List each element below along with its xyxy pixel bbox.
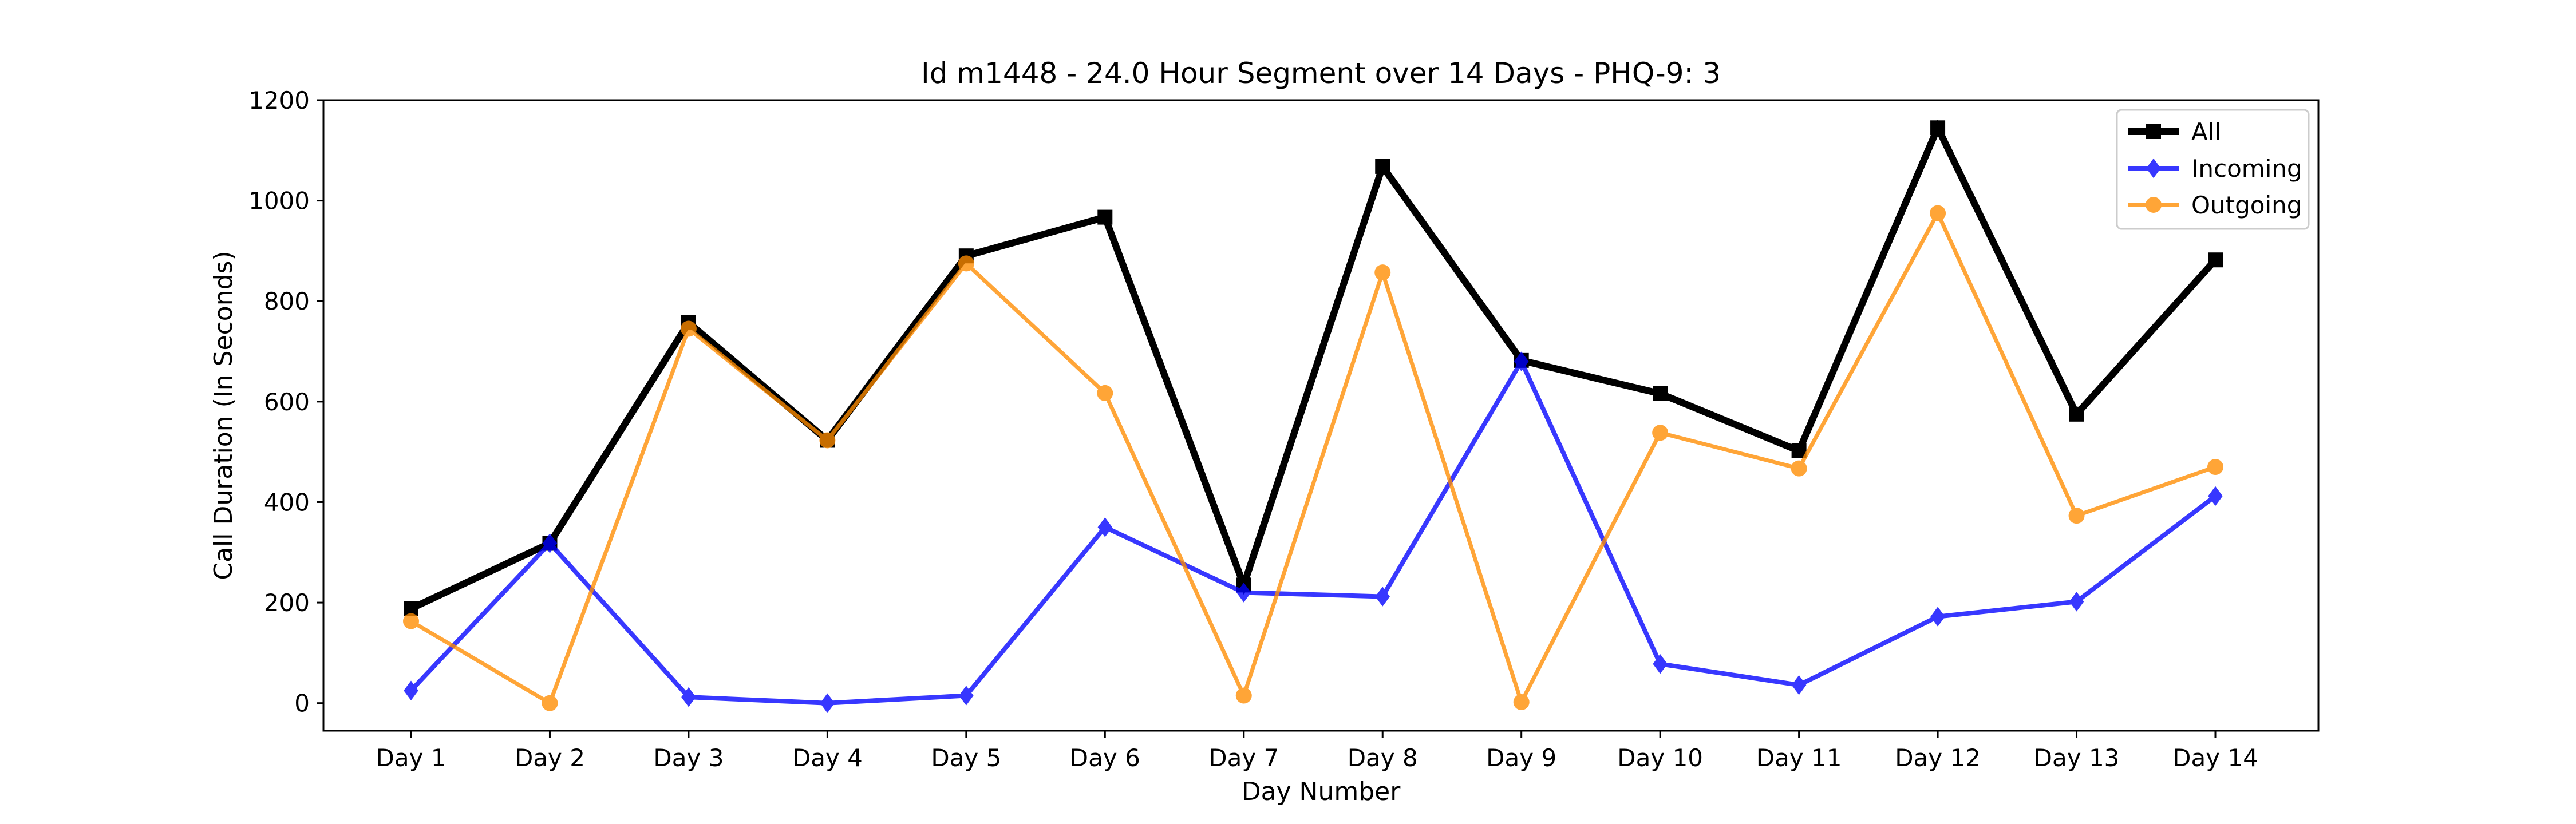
data-point-incoming — [1791, 675, 1807, 695]
y-tick-label: 800 — [264, 287, 310, 315]
series-all — [404, 119, 2223, 616]
x-tick-label: Day 14 — [2172, 744, 2258, 772]
data-point-outgoing — [1791, 460, 1807, 477]
data-point-outgoing — [1513, 694, 1530, 710]
data-point-all — [1375, 159, 1390, 174]
y-tick-label: 400 — [264, 488, 310, 516]
data-point-outgoing — [680, 320, 697, 337]
data-point-all — [2208, 252, 2223, 268]
data-point-incoming — [404, 680, 418, 701]
legend-marker-incoming — [2146, 158, 2161, 179]
x-tick-label: Day 2 — [515, 744, 585, 772]
y-tick-label: 600 — [264, 388, 310, 416]
legend-label-incoming: Incoming — [2191, 154, 2302, 183]
legend-box — [2116, 109, 2310, 230]
data-point-all — [1653, 386, 1668, 401]
y-tick-label: 0 — [294, 690, 310, 718]
legend-item-outgoing: Outgoing — [2128, 191, 2302, 219]
data-point-incoming — [1653, 653, 1668, 674]
data-point-outgoing — [1097, 385, 1113, 401]
data-point-outgoing — [2068, 508, 2085, 524]
data-point-all — [1097, 209, 1113, 225]
series-outgoing — [403, 205, 2223, 711]
data-point-outgoing — [1652, 425, 1669, 441]
data-point-all — [2069, 406, 2084, 422]
data-point-outgoing — [403, 613, 419, 629]
x-axis-label: Day Number — [1242, 777, 1401, 806]
legend-label-outgoing: Outgoing — [2191, 191, 2302, 219]
data-point-incoming — [681, 687, 696, 707]
data-point-incoming — [1514, 351, 1529, 371]
data-point-outgoing — [1235, 687, 1252, 704]
x-tick-label: Day 6 — [1070, 744, 1140, 772]
data-point-incoming — [2069, 592, 2084, 612]
x-tick-label: Day 1 — [376, 744, 446, 772]
plot-frame — [322, 99, 2320, 732]
data-point-outgoing — [542, 695, 558, 711]
series-line-outgoing — [410, 208, 2217, 708]
series-incoming — [404, 351, 2223, 713]
x-tick-label: Day 3 — [653, 744, 724, 772]
x-tick-label: Day 5 — [931, 744, 1001, 772]
legend-item-all: All — [2128, 118, 2221, 146]
data-point-outgoing — [1374, 264, 1391, 281]
x-tick-label: Day 7 — [1208, 744, 1279, 772]
y-axis-label: Call Duration (In Seconds) — [209, 251, 238, 580]
data-point-outgoing — [958, 255, 974, 272]
data-point-outgoing — [1930, 205, 1946, 221]
data-point-outgoing — [2207, 459, 2223, 476]
x-tick-label: Day 9 — [1486, 744, 1556, 772]
legend-label-all: All — [2191, 118, 2221, 146]
chart-title: Id m1448 - 24.0 Hour Segment over 14 Day… — [921, 57, 1721, 90]
series-line-incoming — [409, 356, 2217, 706]
y-tick-label: 1200 — [248, 86, 310, 114]
y-tick-label: 1000 — [248, 187, 310, 215]
data-point-incoming — [820, 693, 835, 713]
series-line-all — [409, 119, 2218, 612]
x-tick-label: Day 12 — [1895, 744, 1981, 772]
data-point-incoming — [2208, 486, 2223, 506]
data-point-incoming — [959, 686, 974, 706]
x-tick-label: Day 13 — [2034, 744, 2120, 772]
x-tick-label: Day 11 — [1756, 744, 1842, 772]
legend-item-incoming: Incoming — [2128, 154, 2302, 183]
x-tick-label: Day 4 — [792, 744, 863, 772]
x-tick-label: Day 8 — [1348, 744, 1418, 772]
y-tick-label: 200 — [264, 589, 310, 617]
legend-marker-outgoing — [2146, 197, 2162, 213]
data-point-all — [1930, 120, 1946, 136]
data-point-outgoing — [819, 432, 836, 449]
data-point-incoming — [1375, 587, 1390, 607]
data-point-incoming — [1097, 517, 1113, 537]
data-point-incoming — [1236, 583, 1251, 603]
x-tick-label: Day 10 — [1617, 744, 1703, 772]
legend-marker-all — [2146, 124, 2161, 139]
data-point-incoming — [542, 533, 558, 553]
data-point-incoming — [1930, 607, 1945, 627]
